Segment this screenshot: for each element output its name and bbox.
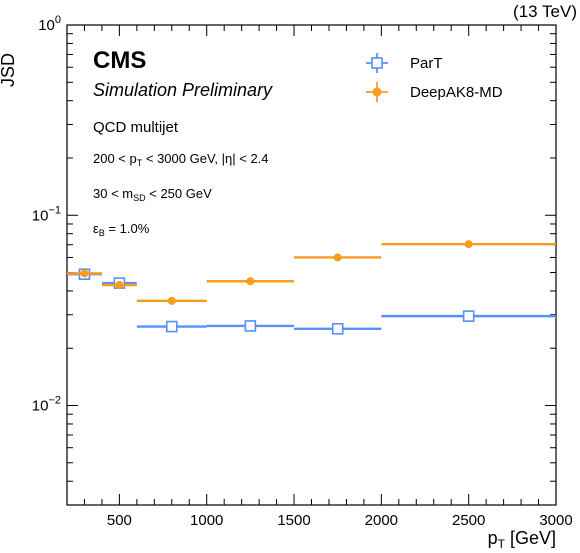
legend-part-label: ParT [410,55,443,72]
series-part [67,268,556,335]
legend-item-part: ParT [366,53,443,73]
x-tick-label: 2000 [365,512,398,529]
simulation-preliminary-label: Simulation Preliminary [93,80,273,100]
msd-cut-a: 30 < m [93,186,133,201]
data-point-square [331,323,344,335]
pt-cut-sub: T [137,158,143,168]
series-deepak8-md [67,240,556,305]
legend-part-marker [371,57,383,69]
y-tick-label-exp: 0 [55,14,61,26]
y-tick-label-base: 10 [38,17,55,34]
energy-label: (13 TeV) [513,2,577,21]
legend-item-deepak8: DeepAK8-MD [366,82,503,102]
x-axis-title-sub: T [498,537,506,551]
legend-deepak8-label: DeepAK8-MD [410,84,503,101]
x-axis-title-unit: [GeV] [510,528,556,548]
legend: ParT DeepAK8-MD [366,53,503,102]
msd-cut-b: < 250 GeV [146,186,212,201]
data-point-circle [167,296,176,305]
data-point-circle [80,269,89,278]
data-point-circle [464,240,473,249]
data-point-square [462,310,475,322]
x-tick-label: 1500 [277,512,310,529]
eff-label: εB = 1.0% [93,221,150,238]
data-point-circle [333,253,342,262]
x-axis-ticks: 500 1000 1500 2000 2500 3000 [66,25,573,529]
cms-label: CMS [93,47,146,74]
y-tick-label: 10−1 [32,204,61,224]
data-point-circle [115,280,124,289]
data-point-square [244,320,257,332]
series-layer [67,240,556,335]
x-tick-label: 3000 [539,512,572,529]
x-axis-title-main: p [488,528,498,548]
y-tick-label-exp: −2 [48,395,61,407]
eff-b: = 1.0% [105,221,150,236]
y-axis-title: JSD [0,53,18,87]
y-tick-label-exp: −1 [48,204,61,216]
x-tick-label: 1000 [190,512,223,529]
x-axis-title: pT [GeV] [488,528,556,551]
eff-sub: B [99,228,105,238]
data-point-square [165,320,178,333]
y-tick-label-base: 10 [32,207,49,224]
process-label: QCD multijet [93,119,179,136]
y-tick-label-base: 10 [32,398,49,415]
eff-a: ε [93,221,99,236]
pt-cut-a: 200 < p [93,151,137,166]
msd-cut-label: 30 < mSD < 250 GeV [93,186,212,203]
y-tick-label: 10−2 [32,395,61,415]
legend-deepak8-marker [372,87,382,97]
msd-cut-sub: SD [133,193,146,203]
pt-cut-b: < 3000 GeV, |η| < 2.4 [142,151,268,166]
x-tick-label: 2500 [452,512,485,529]
pt-cut-label: 200 < pT < 3000 GeV, |η| < 2.4 [93,151,269,168]
x-tick-label: 500 [107,512,132,529]
y-tick-label: 100 [38,14,61,34]
data-point-circle [246,277,255,286]
